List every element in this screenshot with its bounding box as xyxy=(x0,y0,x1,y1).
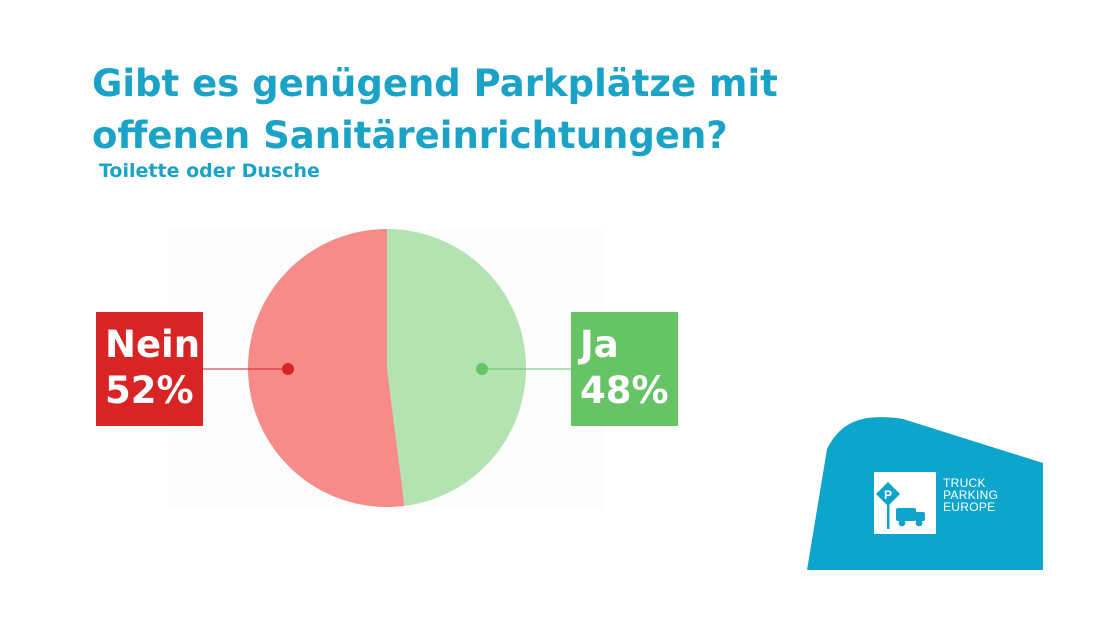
pie-slices xyxy=(248,229,527,507)
ja-label: Ja 48% xyxy=(571,312,678,426)
pie-slice-ja xyxy=(387,229,527,506)
brand-line: EUROPE xyxy=(943,500,996,514)
ja-label-value: 48% xyxy=(580,369,669,412)
brand-line: PARKING xyxy=(943,488,999,502)
ja-leader-dot xyxy=(476,363,488,375)
brand-wordmark: TRUCK PARKING EUROPE xyxy=(943,477,998,513)
nein-label-name: Nein xyxy=(105,323,201,366)
page-subtitle: Toilette oder Dusche xyxy=(99,160,320,182)
nein-label-value: 52% xyxy=(105,369,194,412)
nein-label: Nein 52% xyxy=(96,312,203,426)
page-title: Gibt es genügend Parkplätze mit offenen … xyxy=(92,62,778,157)
pie-slice-nein xyxy=(248,229,405,507)
svg-text:P: P xyxy=(884,488,892,502)
nein-leader-dot xyxy=(282,363,294,375)
parking-sign-truck-icon: P xyxy=(874,472,936,534)
ja-label-name: Ja xyxy=(580,323,619,366)
brand-line: TRUCK xyxy=(943,476,986,490)
